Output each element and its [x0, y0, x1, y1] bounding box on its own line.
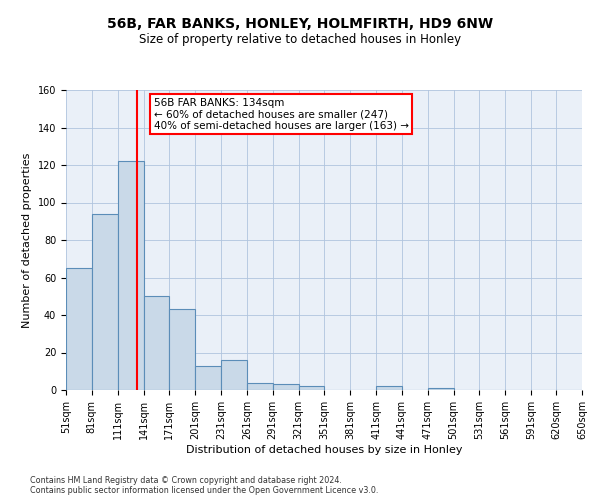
Bar	[428, 388, 454, 390]
Bar	[169, 310, 195, 390]
Bar	[195, 366, 221, 390]
Bar	[92, 214, 118, 390]
Bar	[118, 161, 143, 390]
Bar	[143, 296, 169, 390]
X-axis label: Distribution of detached houses by size in Honley: Distribution of detached houses by size …	[186, 444, 462, 454]
Bar	[247, 382, 273, 390]
Text: 56B FAR BANKS: 134sqm
← 60% of detached houses are smaller (247)
40% of semi-det: 56B FAR BANKS: 134sqm ← 60% of detached …	[154, 98, 409, 130]
Bar	[376, 386, 402, 390]
Bar	[66, 268, 92, 390]
Bar	[221, 360, 247, 390]
Bar	[273, 384, 299, 390]
Text: Contains HM Land Registry data © Crown copyright and database right 2024.
Contai: Contains HM Land Registry data © Crown c…	[30, 476, 379, 495]
Bar	[299, 386, 325, 390]
Text: Size of property relative to detached houses in Honley: Size of property relative to detached ho…	[139, 32, 461, 46]
Y-axis label: Number of detached properties: Number of detached properties	[22, 152, 32, 328]
Text: 56B, FAR BANKS, HONLEY, HOLMFIRTH, HD9 6NW: 56B, FAR BANKS, HONLEY, HOLMFIRTH, HD9 6…	[107, 18, 493, 32]
